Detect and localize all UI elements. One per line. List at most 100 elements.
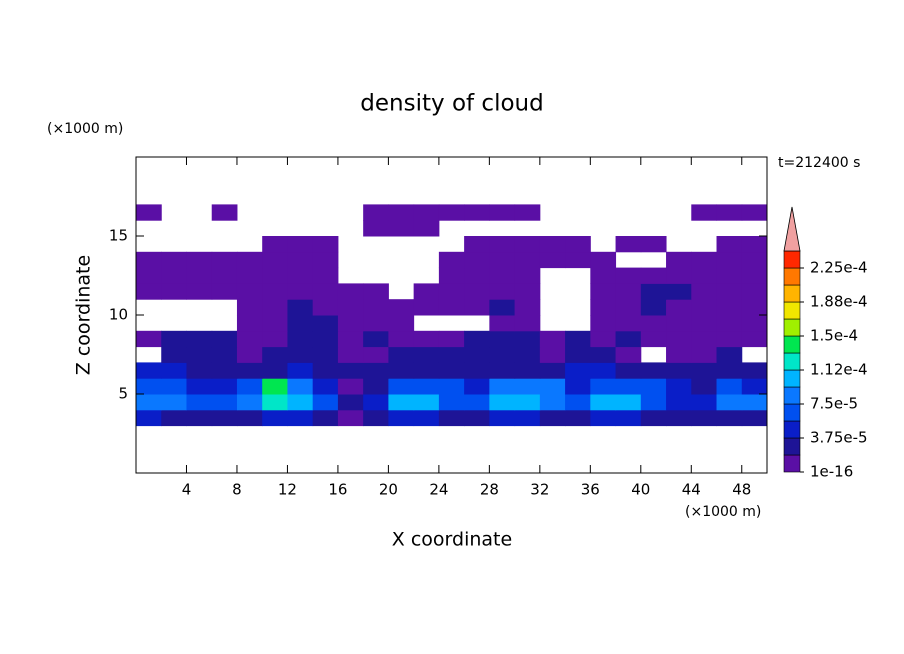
contour-cell [489,315,516,332]
contour-cell [363,362,389,379]
contour-cell [413,409,440,427]
contour-cell [161,394,187,411]
contour-cell [691,267,718,284]
contour-cell [691,394,718,411]
contour-cell [539,394,566,411]
contour-cell [716,204,743,221]
contour-cell [539,330,566,348]
contour-cell [666,315,692,332]
x-tick-label: 24 [429,481,448,499]
contour-cell [262,283,288,300]
colorbar-tick-label: 3.75e-5 [810,429,868,447]
contour-cell [363,220,389,237]
contour-cell [539,346,566,363]
contour-cell [691,362,718,379]
x-tick-label: 40 [631,481,650,499]
contour-cell [337,283,364,300]
contour-cell [236,315,263,332]
contour-cell [489,330,516,348]
contour-cell [161,409,187,427]
contour-cell [211,283,238,300]
colorbar-tick-label: 1.12e-4 [810,361,868,379]
contour-cell [615,315,642,332]
contour-cell [514,378,541,395]
contour-cell [186,378,213,395]
x-tick-label: 8 [232,481,242,499]
contour-cell [640,362,667,379]
contour-cell [741,378,768,395]
contour-cell [236,283,263,300]
contour-cell [211,378,238,395]
contour-cell [590,330,617,348]
contour-cell [666,346,692,363]
x-tick-label: 16 [328,481,347,499]
contour-cell [489,236,516,253]
contour-cell [590,299,617,316]
contour-cell [413,362,440,379]
contour-cell [514,394,541,411]
contour-cell [640,315,667,332]
contour-cell [287,236,314,253]
contour-cell [666,378,692,395]
contour-cell [464,330,490,348]
contour-cell [514,299,541,316]
contour-cell [590,346,617,363]
contour-cell [236,409,263,427]
x-unit: (×1000 m) [685,504,761,520]
contour-cell [337,330,364,348]
contour-cell [716,315,743,332]
contour-cell [716,283,743,300]
contour-cell [640,394,667,411]
contour-cell [691,346,718,363]
contour-cell [312,315,339,332]
contour-cell [565,362,591,379]
x-axis-title: X coordinate [392,529,512,551]
colorbar-bin [783,420,801,439]
contour-cell [388,204,415,221]
contour-cell [464,267,490,284]
contour-cell [211,394,238,411]
contour-cell [287,315,314,332]
contour-cell [287,409,314,427]
contour-cell [666,409,692,427]
contour-cell [666,330,692,348]
contour-cell [741,394,768,411]
contour-cell [312,283,339,300]
contour-cell [514,346,541,363]
contour-cell [262,362,288,379]
y-unit: (×1000 m) [47,121,123,137]
contour-cell [514,315,541,332]
contour-cell [716,394,743,411]
contour-cell [161,346,187,363]
contour-cell [312,362,339,379]
contour-cell [666,362,692,379]
contour-cell [691,378,718,395]
contour-cell [413,378,440,395]
contour-cell [438,204,465,221]
contour-cell [363,330,389,348]
contour-cell [716,299,743,316]
contour-cell [640,236,667,253]
contour-cell [388,394,415,411]
contour-cell [136,378,162,395]
contour-cell [287,378,314,395]
contour-cell [161,378,187,395]
x-tick-label: 28 [480,481,499,499]
contour-cell [388,315,415,332]
contour-cell [287,346,314,363]
contour-cell [489,362,516,379]
y-axis-title: Z coordinate [73,255,95,375]
contour-cell [211,409,238,427]
contour-cell [186,346,213,363]
contour-cell [136,409,162,427]
contour-cell [413,394,440,411]
contour-cell [186,267,213,284]
contour-cell [438,409,465,427]
contour-cell [489,394,516,411]
contour-cell [640,283,667,300]
contour-cell [161,251,187,269]
colorbar-bin [783,454,801,473]
contour-cell [312,346,339,363]
contour-cell [211,251,238,269]
contour-cell [186,283,213,300]
